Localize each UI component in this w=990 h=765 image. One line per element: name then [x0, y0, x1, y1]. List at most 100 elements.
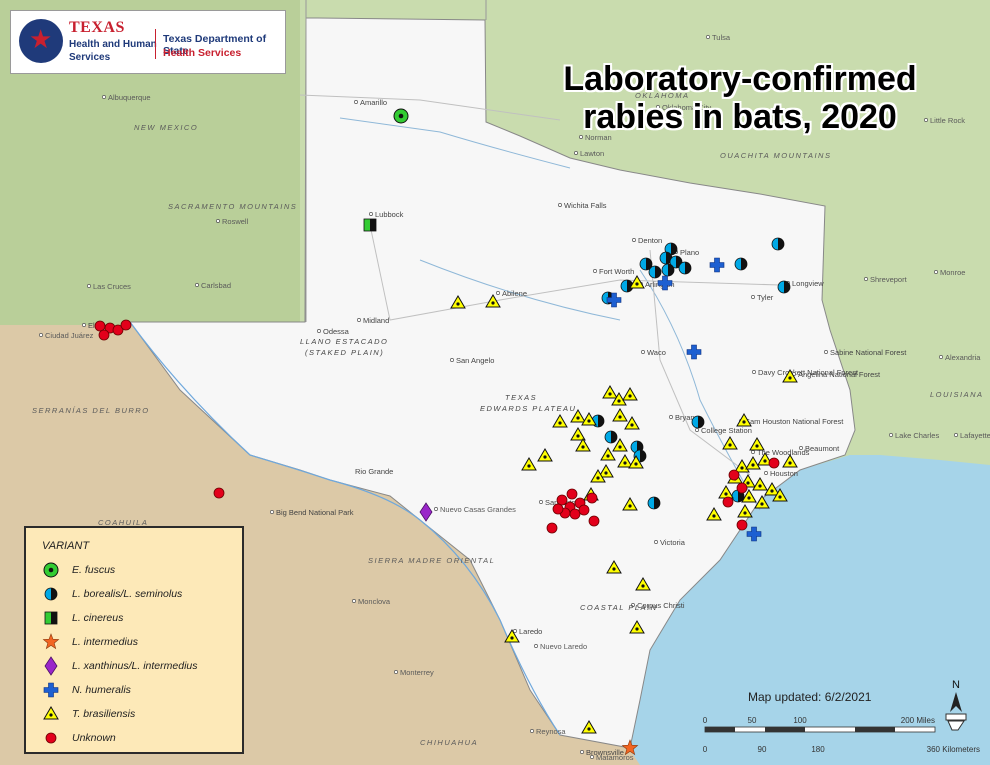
place-label: Ciudad Juárez	[39, 331, 94, 340]
marker-triangle-yellow	[764, 482, 780, 496]
svg-text:Plano: Plano	[680, 248, 699, 257]
place-label: Monroe	[934, 268, 965, 277]
place-label: Carlsbad	[195, 281, 231, 290]
legend-item: T. brasiliensis	[40, 704, 240, 724]
place-label: Houston	[764, 469, 798, 478]
svg-text:Little Rock: Little Rock	[930, 116, 965, 125]
logo-divider	[155, 29, 156, 59]
marker-triangle-yellow	[581, 720, 597, 734]
svg-text:Lake Charles: Lake Charles	[895, 431, 939, 440]
svg-text:Corpus Christi: Corpus Christi	[637, 601, 685, 610]
svg-text:College Station: College Station	[701, 426, 752, 435]
marker-cross-blue	[606, 292, 622, 308]
marker-triangle-yellow	[612, 438, 628, 452]
svg-text:San Angelo: San Angelo	[456, 356, 494, 365]
marker-triangle-yellow	[629, 275, 645, 289]
legend-label: T. brasiliensis	[72, 708, 136, 720]
legend-title: VARIANT	[42, 540, 90, 552]
marker-triangle-yellow	[749, 437, 765, 451]
svg-text:Norman: Norman	[585, 133, 612, 142]
svg-text:Oklahoma City: Oklahoma City	[662, 103, 711, 112]
svg-text:Denton: Denton	[638, 236, 662, 245]
marker-triangle-yellow	[629, 620, 645, 634]
markers	[94, 108, 798, 756]
target-green-icon	[43, 562, 59, 578]
place-label: Las Cruces	[87, 282, 131, 291]
marker-circle-red	[566, 488, 578, 500]
place-label: Bryan	[669, 413, 695, 422]
marker-circle-red	[728, 469, 740, 481]
logo-state: TEXAS	[69, 19, 125, 36]
gulf-of-mexico	[630, 455, 990, 765]
marker-triangle-yellow	[612, 408, 628, 422]
svg-text:Midland: Midland	[363, 316, 389, 325]
svg-text:Davy Crockett National Forest: Davy Crockett National Forest	[758, 368, 859, 377]
place-label: TEXAS	[505, 393, 537, 402]
place-label: Norman	[579, 133, 612, 142]
place-label: COASTAL PLAIN	[580, 603, 658, 612]
place-label: Oklahoma City	[656, 103, 711, 112]
svg-text:Ciudad Juárez: Ciudad Juárez	[45, 331, 94, 340]
place-label: Lubbock	[369, 210, 404, 219]
place-label: Roswell	[216, 217, 249, 226]
svg-text:Angelina National Forest: Angelina National Forest	[798, 370, 881, 379]
marker-triangle-yellow	[581, 412, 597, 426]
place-label: Waco	[641, 348, 666, 357]
marker-triangle-yellow	[600, 447, 616, 461]
place-label: Wichita Falls	[558, 201, 607, 210]
svg-text:Alexandria: Alexandria	[945, 353, 981, 362]
place-label: Monclova	[352, 597, 391, 606]
place-label: Tyler	[751, 293, 774, 302]
legend-label: N. humeralis	[72, 684, 131, 696]
svg-text:EDWARDS PLATEAU: EDWARDS PLATEAU	[480, 404, 576, 413]
place-label: Lafayette	[954, 431, 990, 440]
svg-text:Houston: Houston	[770, 469, 798, 478]
marker-circle-red	[98, 329, 110, 341]
svg-text:Lafayette: Lafayette	[960, 431, 990, 440]
marker-triangle-yellow	[706, 507, 722, 521]
legend-label: E. fuscus	[72, 564, 116, 576]
place-label: Fort Worth	[593, 267, 634, 276]
place-label: Victoria	[654, 538, 686, 547]
place-label: Lawton	[574, 149, 604, 158]
marker-circle-red	[736, 482, 748, 494]
marker-circle-red	[722, 496, 734, 508]
map-title-line2: rabies in bats, 2020	[583, 98, 897, 136]
svg-text:Reynosa: Reynosa	[536, 727, 566, 736]
place-label: Amarillo	[354, 98, 387, 107]
triangle-yellow-icon	[43, 706, 59, 720]
svg-text:Roswell: Roswell	[222, 217, 249, 226]
svg-text:(STAKED PLAIN): (STAKED PLAIN)	[305, 348, 384, 357]
svg-text:Wichita Falls: Wichita Falls	[564, 201, 607, 210]
marker-circle-half-cyan-black	[661, 263, 675, 277]
marker-circle-red	[552, 503, 564, 515]
legend-item: L. borealis/L. seminolus	[40, 584, 240, 604]
map-title: Laboratory-confirmed rabies in bats, 202…	[520, 60, 960, 136]
svg-text:COASTAL PLAIN: COASTAL PLAIN	[580, 603, 658, 612]
legend-label: L. borealis/L. seminolus	[72, 588, 183, 600]
marker-diamond-purple	[419, 502, 433, 522]
marker-triangle-yellow	[537, 448, 553, 462]
marker-circle-half-cyan-black	[777, 280, 791, 294]
svg-text:OUACHITA MOUNTAINS: OUACHITA MOUNTAINS	[720, 151, 831, 160]
legend-item: L. cinereus	[40, 608, 240, 628]
place-label: LLANO ESTACADO	[300, 337, 387, 346]
legend: VARIANT E. fuscus L. borealis/L. seminolu…	[24, 526, 244, 754]
svg-text:Shreveport: Shreveport	[870, 275, 908, 284]
svg-text:Tyler: Tyler	[757, 293, 774, 302]
marker-circle-half-cyan-black	[734, 257, 748, 271]
scale-mile-200: 200 Miles	[901, 716, 935, 725]
marker-triangle-yellow	[570, 409, 586, 423]
marker-triangle-yellow	[598, 464, 614, 478]
svg-text:TEXAS: TEXAS	[505, 393, 537, 402]
marker-cross-blue	[657, 275, 673, 291]
svg-text:The Woodlands: The Woodlands	[757, 448, 810, 457]
marker-circle-red	[556, 494, 568, 506]
marker-triangle-yellow	[611, 392, 627, 406]
place-label: CHIHUAHUA	[420, 738, 477, 747]
svg-text:OKLAHOMA: OKLAHOMA	[635, 91, 690, 100]
marker-square-half-green-black	[363, 218, 377, 232]
scale-km-180: 180	[811, 745, 825, 754]
place-label: LOUISIANA	[930, 390, 982, 399]
